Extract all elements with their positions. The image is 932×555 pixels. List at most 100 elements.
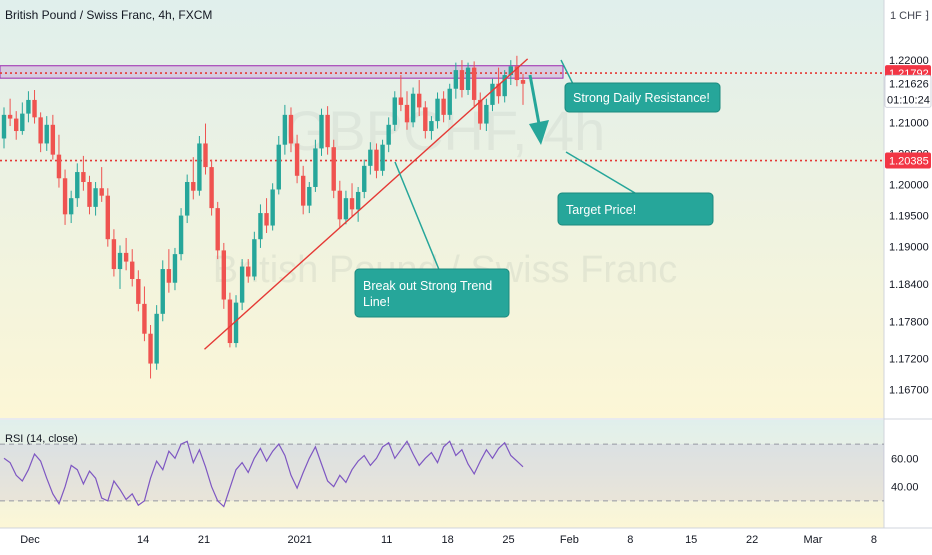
candle-body: [453, 70, 459, 89]
candle: [490, 78, 495, 112]
candle-body: [93, 188, 98, 207]
candle: [276, 135, 281, 195]
candle-body: [148, 333, 153, 364]
candle: [398, 75, 404, 112]
trendline-callout-box: [354, 268, 510, 318]
time-tick-label: Mar: [804, 534, 823, 546]
candle: [56, 134, 62, 188]
resistance-callout-box: [564, 82, 721, 113]
candle: [130, 249, 135, 287]
candle-body: [478, 99, 483, 124]
candle: [203, 123, 208, 175]
candle-body: [392, 97, 397, 125]
candle-body: [307, 186, 312, 206]
resistance-callout-text: Strong Daily Resistance!: [573, 91, 710, 105]
candle: [221, 242, 227, 309]
candle: [62, 169, 68, 225]
candle: [123, 237, 129, 271]
candle-body: [26, 99, 31, 114]
candle: [197, 135, 202, 196]
target-callout[interactable]: Target Price!: [557, 151, 714, 226]
time-tick-label: 11: [381, 534, 392, 546]
candle-body: [227, 299, 233, 344]
down-arrow: [528, 74, 549, 145]
candle-body: [7, 114, 13, 119]
time-tick-label: Feb: [560, 534, 579, 546]
trendline-callout[interactable]: Break out Strong Trend Line!: [354, 161, 510, 318]
candle-body: [465, 67, 471, 90]
time-tick-label: 8: [627, 534, 633, 546]
time-tick-label: 25: [502, 534, 514, 546]
candle-body: [99, 188, 104, 196]
candle: [166, 249, 172, 293]
candle: [81, 155, 86, 191]
candle-body: [429, 121, 434, 132]
time-tick-label: Dec: [20, 534, 40, 546]
candle: [252, 231, 257, 281]
candle-body: [471, 67, 477, 100]
resistance-callout[interactable]: Strong Daily Resistance!: [560, 59, 721, 113]
candle: [380, 139, 385, 176]
candle: [484, 98, 489, 132]
candle: [227, 292, 233, 348]
candle-body: [252, 239, 257, 277]
trend-line: [204, 58, 529, 350]
candle: [417, 80, 422, 117]
price-axis[interactable]: 1.220001.215001.210001.205001.200001.195…: [884, 55, 932, 494]
price-tick-label: 1.21000: [889, 117, 929, 129]
candle-body: [38, 117, 43, 144]
time-tick-label: 21: [198, 534, 210, 546]
candle-body: [197, 143, 202, 191]
candle-body: [270, 189, 275, 226]
time-tick-label: 22: [746, 534, 758, 546]
last-price-badge: 1.21626 01:10:24: [884, 74, 932, 108]
price-tick-label: 1.22000: [889, 55, 929, 67]
candle-body: [282, 114, 288, 145]
rsi-tick-label: 60.00: [891, 453, 919, 465]
candle-body: [355, 191, 361, 210]
candle: [160, 260, 165, 322]
countdown-text: 01:10:24: [887, 94, 930, 106]
price-tick-label: 1.19500: [889, 211, 929, 223]
candle-body: [380, 144, 385, 171]
candle: [374, 143, 379, 179]
candle-body: [410, 93, 416, 123]
candle-body: [160, 269, 165, 314]
time-axis[interactable]: Dec 14 21 2021 11 18 25 Feb 8 15 22 Mar 8: [20, 534, 877, 546]
candle-body: [423, 107, 428, 132]
candle: [172, 247, 178, 291]
candle: [410, 87, 416, 128]
candle: [404, 91, 410, 130]
rsi-pane-background: [0, 420, 884, 528]
candle-body: [368, 149, 373, 166]
price-tick-label: 1.17800: [889, 316, 929, 328]
price-tick-label: 1.17200: [889, 354, 929, 366]
candle: [87, 175, 92, 215]
candle-body: [447, 88, 452, 115]
candle-body: [117, 252, 123, 270]
candle-body: [172, 254, 178, 283]
target-price-badge-text: 1.20385: [889, 156, 929, 168]
candle: [111, 229, 117, 277]
candle: [142, 286, 147, 342]
candle: [362, 159, 367, 199]
candle: [117, 245, 123, 289]
candle: [355, 186, 361, 222]
candle-body: [123, 252, 129, 262]
main-pane-background: [0, 0, 884, 418]
candle-body: [81, 172, 86, 183]
candle-body: [1, 114, 7, 139]
candle: [1, 107, 7, 149]
candle-body: [276, 144, 281, 190]
candle: [68, 190, 74, 224]
candle: [44, 116, 49, 151]
candle: [50, 114, 56, 160]
candle: [20, 102, 25, 135]
candle: [154, 305, 159, 370]
candle-body: [105, 195, 110, 240]
candle-body: [484, 104, 489, 124]
candle: [502, 70, 507, 103]
candle: [343, 190, 349, 225]
